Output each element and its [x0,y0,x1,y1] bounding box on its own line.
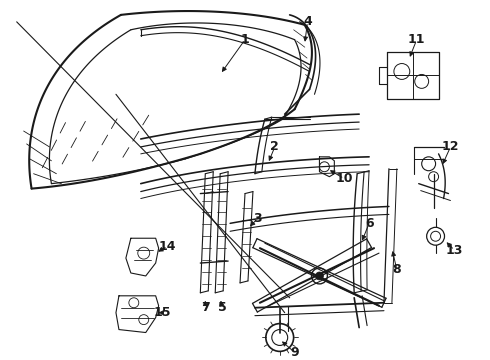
Text: 10: 10 [336,172,353,185]
Text: 5: 5 [218,301,226,314]
Text: 2: 2 [270,140,279,153]
Circle shape [316,272,323,280]
Text: 14: 14 [159,240,176,253]
Text: 13: 13 [446,244,463,257]
Text: 8: 8 [392,264,401,276]
Text: 6: 6 [365,217,373,230]
Text: 3: 3 [254,212,262,225]
Text: 15: 15 [154,306,172,319]
Text: 11: 11 [408,33,425,46]
Text: 9: 9 [290,346,299,359]
Text: 1: 1 [241,33,249,46]
Text: 4: 4 [303,15,312,28]
Text: 7: 7 [201,301,210,314]
Text: 12: 12 [441,140,459,153]
